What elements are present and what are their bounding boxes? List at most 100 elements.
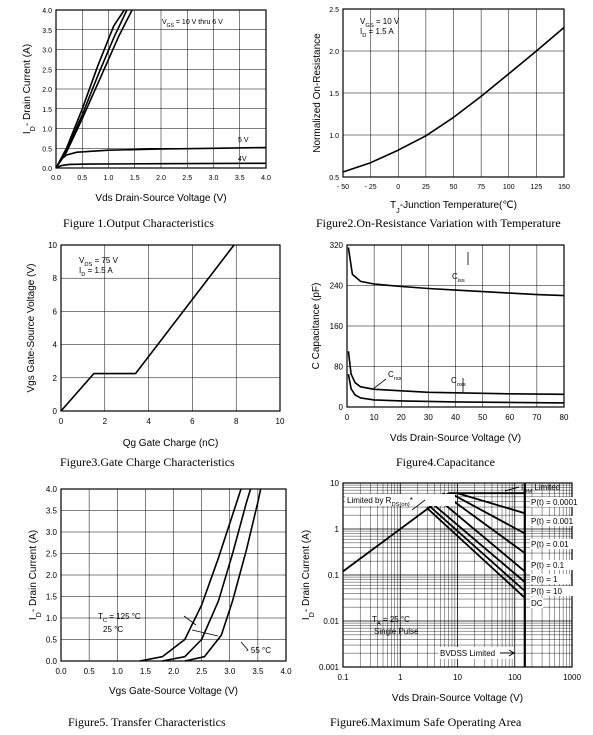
series-line — [347, 373, 565, 404]
series-line — [426, 507, 526, 599]
y-tick-label: 0 — [53, 407, 58, 416]
series-line — [449, 492, 526, 535]
x-tick-label: 75 — [477, 184, 485, 191]
x-tick-label: - 25 — [365, 184, 377, 191]
annotation-text: IDM Limited — [521, 483, 560, 495]
y-tick-label: 4.0 — [42, 8, 52, 15]
y-tick-label: 1.0 — [46, 614, 58, 623]
y-axis-label: Normalized On-Resistance — [312, 33, 323, 153]
arrow-crss — [372, 378, 387, 390]
x-tick-label: 0 — [396, 184, 400, 191]
y-tick-label: 160 — [330, 322, 344, 331]
y-axis-label: C Capacitance (pF) — [311, 283, 322, 370]
y-tick-label: 0 — [339, 403, 344, 412]
x-axis-label: TJ-Junction Temperature(℃) — [390, 200, 517, 215]
y-tick-label: 0.0 — [46, 657, 58, 666]
annotation-text: VDS = 75 V — [79, 256, 119, 268]
y-tick-label: 1.0 — [329, 133, 339, 140]
y-tick-label: 2.5 — [329, 7, 339, 14]
x-tick-label: 4 — [146, 417, 151, 426]
x-tick-label: 4.0 — [280, 667, 292, 676]
y-tick-label: 3.0 — [42, 48, 52, 55]
y-tick-label: 0.0 — [42, 166, 52, 173]
chart-f3: 0 2 4 6 8 10 0 2 4 6 8 10 Qg Gate Charge (nC) Vgs Gat… — [26, 241, 285, 449]
x-axis-label: Vgs Gate-Source Voltage (V) — [109, 686, 238, 697]
annotation-text: TA = 25 °C — [372, 615, 410, 627]
y-tick-label: 4 — [53, 341, 58, 350]
y-tick-label: 1.0 — [42, 127, 52, 134]
x-tick-label: 60 — [505, 413, 514, 422]
x-tick-label: 150 — [558, 184, 570, 191]
caption-figure-4: Figure4.Capacitance — [396, 455, 495, 469]
annotation-bg — [345, 494, 455, 506]
x-tick-label: - 50 — [337, 184, 349, 191]
series-line — [184, 488, 262, 662]
arrow-125 — [183, 615, 197, 626]
x-tick-label: 125 — [531, 184, 543, 191]
annotation-text: Coss — [451, 376, 466, 388]
x-tick-label: 6 — [190, 417, 195, 426]
y-tick-label: 1.5 — [46, 593, 58, 602]
series-line — [55, 162, 267, 169]
x-tick-label: 1.5 — [140, 667, 152, 676]
x-tick-label: 2 — [103, 417, 108, 426]
x-tick-label: 50 — [450, 184, 458, 191]
series-line — [55, 9, 133, 169]
legend-bg — [530, 574, 571, 584]
x-axis-label: Vds Drain-Source Voltage (V) — [95, 193, 226, 204]
caption-figure-6: Figure6.Maximum Safe Operating Area — [330, 715, 522, 729]
series-label: P(t) = 10 — [531, 587, 562, 596]
x-tick-label: 10 — [276, 417, 285, 426]
series-label: P(t) = 0.1 — [531, 561, 565, 570]
annotation-text: VGS = 10 V thru 6 V — [162, 19, 223, 29]
series-line — [457, 492, 526, 515]
y-tick-label: 0.5 — [42, 146, 52, 153]
legend-bg — [530, 586, 576, 596]
y-axis-label: ID- Drain Current (A) — [28, 530, 43, 620]
y-tick-label: 320 — [330, 241, 344, 250]
x-tick-label: 0.0 — [51, 175, 61, 182]
annotation-text: VGS = 10 V — [360, 17, 400, 29]
series-line — [60, 244, 235, 412]
annotation-text: TC = 125 °C — [98, 612, 141, 624]
x-tick-label: 1.0 — [104, 175, 114, 182]
series-label: P(t) = 1 — [531, 575, 558, 584]
annotation-text: Crss — [388, 370, 402, 382]
chart-f4: 0 10 20 30 40 50 60 70 80 0 80 160 240 320 Vds Drain-S… — [311, 241, 569, 444]
x-tick-label: 3.5 — [235, 175, 245, 182]
y-tick-label: 0.001 — [319, 663, 340, 672]
x-tick-label: 0.5 — [84, 667, 96, 676]
chart-f6: 0.1 1 10 100 1000 0.001 0.01 0.1 1 10 Vds Drain-So… — [301, 479, 593, 704]
annotation-text: 5 V — [238, 137, 249, 144]
caption-figure-3: Figure3.Gate Charge Characteristics — [60, 455, 235, 469]
annotation-text: Limited by RDS(on)* — [347, 496, 413, 508]
y-tick-label: 2.0 — [46, 571, 58, 580]
arrow-25 — [191, 629, 219, 637]
plot-frame — [60, 488, 287, 662]
x-tick-label: 80 — [560, 413, 569, 422]
y-tick-label: 2.5 — [42, 67, 52, 74]
x-axis-label: Qg Gate Charge (nC) — [123, 438, 219, 449]
x-tick-label: 3.0 — [224, 667, 236, 676]
x-tick-label: 0 — [345, 413, 350, 422]
series-line — [428, 505, 526, 592]
y-tick-label: 1 — [335, 525, 340, 534]
x-tick-label: 3.5 — [252, 667, 264, 676]
x-tick-label: 8 — [234, 417, 239, 426]
x-tick-label: 0.5 — [77, 175, 87, 182]
x-tick-label: 25 — [422, 184, 430, 191]
y-tick-label: 3.0 — [46, 528, 58, 537]
annotation-text: ID = 1.5 A — [360, 27, 394, 39]
series-label: P(t) = 0.01 — [531, 540, 569, 549]
arrow-rdson — [411, 499, 426, 511]
x-tick-label: 40 — [451, 413, 460, 422]
chart-f1: 0.0 0.5 1.0 1.5 2.0 2.5 3.0 3.5 4.0 0.0 0.5 1.0 1.5 2… — [22, 8, 271, 204]
y-tick-label: 1.5 — [329, 91, 339, 98]
annotation-text: ID = 1.5 A — [79, 266, 113, 278]
y-tick-label: 2.0 — [329, 49, 339, 56]
y-tick-label: 2.5 — [46, 550, 58, 559]
x-tick-label: 100 — [508, 673, 522, 682]
x-axis-label: Vds Drain-Source Voltage (V) — [392, 693, 523, 704]
x-tick-label: 1.5 — [130, 175, 140, 182]
x-tick-label: 0 — [59, 417, 64, 426]
